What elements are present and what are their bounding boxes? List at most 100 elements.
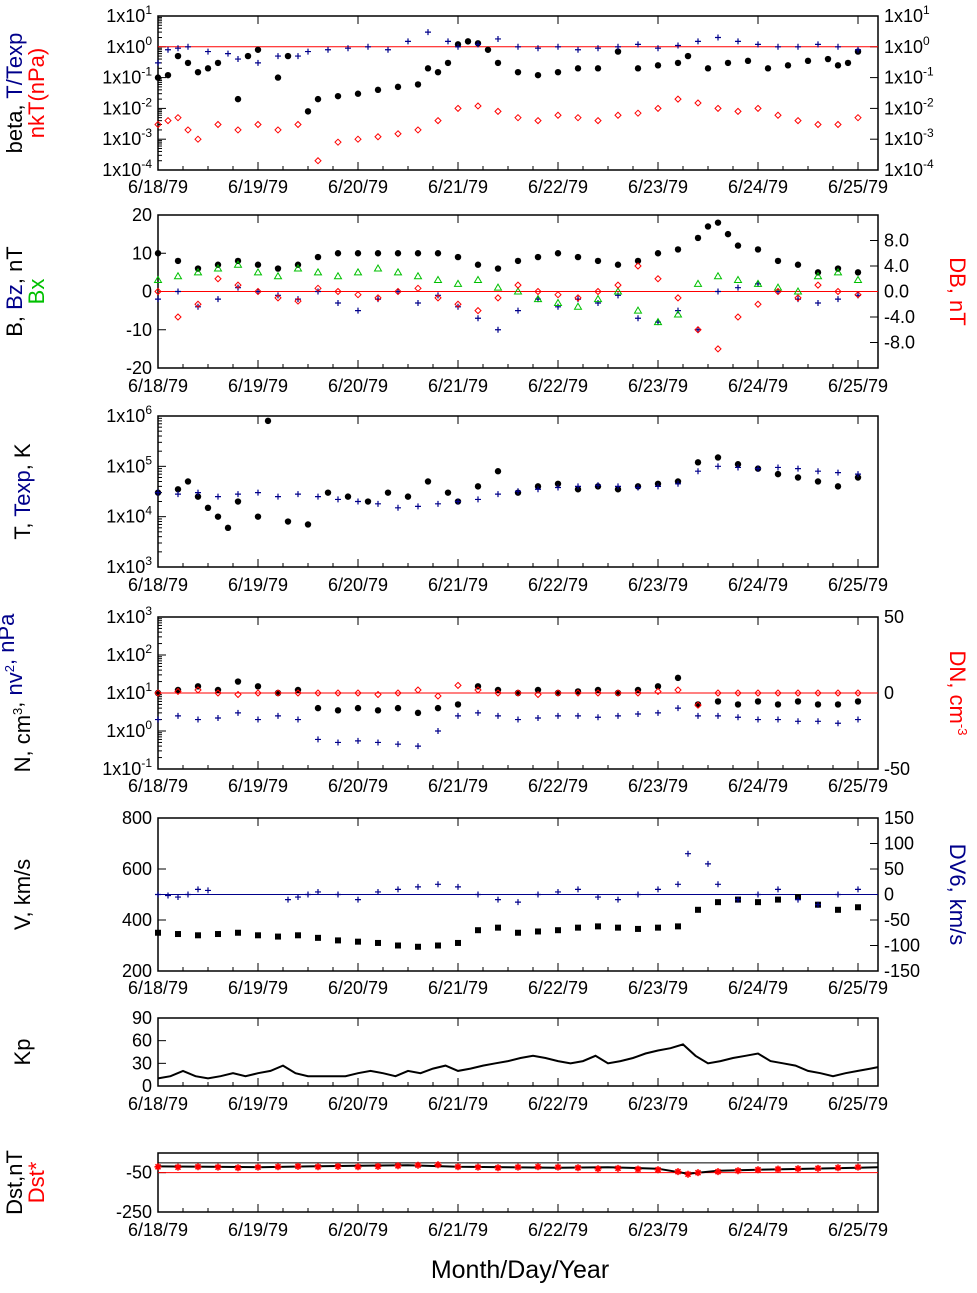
- data-point: [205, 48, 211, 55]
- data-point: [694, 99, 702, 107]
- data-point: [444, 59, 452, 67]
- data-point: [295, 894, 301, 901]
- data-point: [314, 157, 322, 165]
- y-tick-label: 30: [132, 1053, 152, 1073]
- data-point: [314, 284, 322, 293]
- x-tick-label: 6/20/79: [328, 1094, 388, 1114]
- data-point: [255, 932, 261, 939]
- x-tick-label: 6/23/79: [628, 776, 688, 796]
- x-tick-label: 6/19/79: [228, 1220, 288, 1240]
- y-tick-label: 1x103: [106, 554, 152, 577]
- data-point: [735, 714, 741, 721]
- y-tick-label: 0: [142, 1076, 152, 1096]
- y-tick-label: 1x100: [106, 718, 152, 741]
- data-point: [313, 267, 323, 276]
- data-point: [374, 250, 382, 257]
- x-tick-label: 6/18/79: [128, 376, 188, 396]
- data-point: [673, 309, 683, 318]
- data-point: [773, 283, 783, 291]
- x-tick-label: 6/23/79: [628, 1220, 688, 1240]
- x-tick-label: 6/22/79: [528, 776, 588, 796]
- data-point: [394, 83, 402, 91]
- panel-v: 6/18/79 6/19/79 6/20/79 6/21/79 6/22/79 6/23/…: [10, 808, 970, 998]
- y-tick-label: 90: [132, 1008, 152, 1028]
- data-point: [774, 689, 782, 697]
- data-point: [495, 326, 501, 333]
- data-point: [294, 297, 302, 305]
- x-tick-label: 6/25/79: [828, 177, 888, 197]
- data-point: [715, 463, 721, 470]
- data-point: [193, 267, 203, 276]
- data-point: [155, 59, 161, 66]
- y-tick-label: 60: [132, 1031, 152, 1051]
- data-point: [675, 705, 681, 712]
- data-point: [535, 45, 541, 52]
- data-point: [735, 284, 741, 291]
- y-tick-label: 1x100: [106, 34, 152, 57]
- y2-tick-label: 1x10-1: [884, 65, 934, 88]
- data-point: [154, 689, 162, 697]
- data-point: [593, 294, 603, 303]
- data-point: [674, 59, 682, 67]
- data-point: [774, 470, 782, 478]
- data-point: [754, 104, 762, 113]
- data-point: [415, 299, 421, 306]
- data-point: [814, 478, 822, 485]
- y-axis-label: V, km/s: [10, 859, 35, 930]
- data-point: [174, 687, 182, 696]
- data-point: [195, 886, 201, 893]
- data-point: [794, 689, 802, 697]
- data-point: [344, 493, 352, 500]
- data-point: [754, 246, 762, 253]
- data-point: [714, 454, 722, 461]
- y2-axis-label: DN, cm-3: [945, 651, 970, 736]
- data-point: [515, 307, 521, 314]
- data-point: [534, 116, 542, 125]
- y-tick-label: -250: [116, 1202, 152, 1222]
- y2-tick-label: -8.0: [884, 333, 915, 353]
- data-point: [654, 683, 662, 690]
- x-tick-label: 6/24/79: [728, 1094, 788, 1114]
- x-tick-label: 6/23/79: [628, 177, 688, 197]
- data-point: [814, 689, 822, 697]
- series-1: [155, 29, 861, 66]
- y2-tick-label: 1x100: [884, 34, 930, 57]
- data-point: [574, 1164, 582, 1172]
- series-1: [154, 1161, 862, 1178]
- y2-tick-label: -50: [884, 759, 910, 779]
- data-point: [175, 288, 181, 295]
- y-tick-label: 20: [132, 205, 152, 225]
- x-tick-label: 6/23/79: [628, 376, 688, 396]
- data-point: [195, 716, 201, 723]
- data-point: [213, 264, 223, 272]
- data-point: [784, 62, 792, 69]
- data-point: [215, 296, 221, 303]
- data-point: [775, 886, 781, 893]
- data-point: [493, 283, 503, 291]
- data-point: [294, 120, 302, 129]
- data-point: [695, 712, 701, 719]
- x-tick-label: 6/20/79: [328, 776, 388, 796]
- data-point: [274, 265, 282, 272]
- data-point: [714, 345, 722, 353]
- data-point: [174, 257, 182, 265]
- data-point: [595, 482, 601, 489]
- data-point: [345, 45, 351, 52]
- data-point: [274, 689, 282, 697]
- data-point: [774, 111, 782, 119]
- data-point: [734, 242, 742, 249]
- data-point: [634, 257, 642, 265]
- data-point: [165, 46, 171, 53]
- data-point: [215, 931, 221, 938]
- x-tick-label: 6/21/79: [428, 376, 488, 396]
- data-point: [453, 279, 463, 287]
- data-point: [464, 38, 472, 45]
- data-point: [354, 290, 362, 299]
- data-point: [614, 111, 622, 119]
- data-point: [494, 265, 502, 272]
- data-point: [454, 681, 462, 690]
- data-point: [655, 45, 661, 52]
- data-point: [555, 712, 561, 719]
- data-point: [295, 716, 301, 723]
